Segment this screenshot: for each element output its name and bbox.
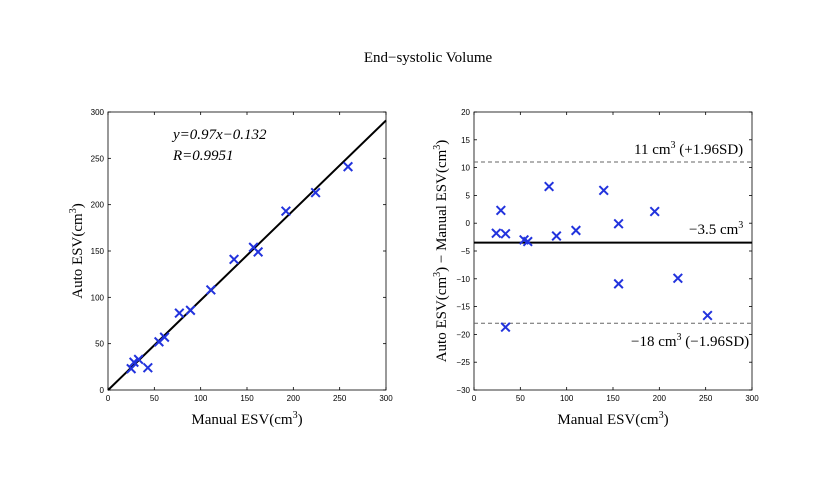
- y-tick-label: 100: [91, 293, 105, 302]
- x-tick-label: 200: [653, 394, 667, 403]
- x-tick-label: 100: [194, 394, 208, 403]
- x-axis-label: Manual ESV(cm3): [191, 410, 302, 428]
- x-tick-label: 250: [699, 394, 713, 403]
- x-tick-label: 150: [606, 394, 620, 403]
- y-tick-label: 15: [461, 136, 470, 145]
- data-point: [495, 205, 506, 216]
- data-point: [500, 228, 511, 239]
- y-axis-label: Auto ESV(cm3): [68, 203, 86, 298]
- correlation-coefficient: R=0.9951: [172, 148, 234, 164]
- data-point: [174, 308, 185, 319]
- y-tick-label: 200: [91, 201, 105, 210]
- data-point: [544, 181, 555, 192]
- data-point: [500, 322, 511, 333]
- data-points: [126, 161, 354, 374]
- y-ticks: −30 −25 −20 −15 −10 −5 0 5 10 15 20: [456, 108, 752, 395]
- y-tick-label: −30: [456, 386, 470, 395]
- data-point: [570, 225, 581, 236]
- y-tick-label: 20: [461, 108, 470, 117]
- data-point: [613, 218, 624, 229]
- y-tick-label: −15: [456, 303, 470, 312]
- y-tick-label: −5: [461, 247, 471, 256]
- regression-equation: y=0.97x−0.132: [171, 127, 267, 143]
- data-point: [672, 273, 683, 284]
- data-point: [522, 236, 533, 247]
- y-tick-label: −10: [456, 275, 470, 284]
- mean-difference-label: −3.5 cm3: [689, 220, 743, 238]
- x-tick-label: 300: [745, 394, 759, 403]
- data-point: [342, 161, 354, 172]
- y-ticks: 0 50 100 150 200 250 300: [91, 108, 386, 395]
- data-point: [598, 185, 609, 196]
- figure-title: End−systolic Volume: [364, 50, 493, 66]
- data-point: [133, 354, 144, 365]
- data-point: [280, 206, 291, 217]
- x-tick-label: 300: [379, 394, 393, 403]
- x-axis-label: Manual ESV(cm3): [557, 410, 668, 428]
- data-point: [702, 310, 713, 321]
- y-tick-label: −25: [456, 358, 470, 367]
- x-tick-label: 0: [472, 394, 477, 403]
- x-tick-label: 50: [150, 394, 159, 403]
- data-point: [310, 187, 321, 198]
- y-tick-label: 250: [91, 154, 105, 163]
- data-point: [229, 254, 240, 265]
- y-tick-label: 0: [466, 219, 471, 228]
- x-ticks: 0 50 100 150 200 250 300: [106, 112, 393, 403]
- x-ticks: 0 50 100 150 200 250 300: [472, 112, 759, 403]
- data-point: [551, 230, 562, 242]
- x-tick-label: 0: [106, 394, 111, 403]
- data-point: [205, 284, 216, 295]
- upper-limit-label: 11 cm3 (+1.96SD): [634, 140, 743, 158]
- y-tick-label: 5: [466, 191, 471, 200]
- y-tick-label: 50: [95, 340, 104, 349]
- x-tick-label: 100: [560, 394, 574, 403]
- x-tick-label: 150: [240, 394, 254, 403]
- y-tick-label: 10: [461, 164, 470, 173]
- data-point: [142, 362, 153, 373]
- x-tick-label: 250: [333, 394, 347, 403]
- data-point: [649, 206, 660, 217]
- x-tick-label: 200: [287, 394, 301, 403]
- data-point: [128, 357, 139, 368]
- data-point: [491, 228, 502, 239]
- regression-line: [107, 119, 387, 391]
- y-tick-label: −20: [456, 330, 470, 339]
- y-tick-label: 0: [100, 386, 105, 395]
- data-point: [126, 363, 137, 374]
- x-tick-label: 50: [516, 394, 525, 403]
- lower-limit-label: −18 cm3 (−1.96SD): [631, 332, 749, 350]
- bland-altman-plot: 0 50 100 150 200 250 300 −30 −25 −20 −15 −10 −5 0 5 10…: [432, 108, 759, 428]
- data-point: [185, 305, 196, 316]
- data-point: [253, 246, 264, 257]
- y-tick-label: 150: [91, 247, 105, 256]
- y-tick-label: 300: [91, 108, 105, 117]
- y-axis-label: Auto ESV(cm3) − Manual ESV(cm3): [432, 140, 450, 363]
- data-point: [159, 332, 170, 343]
- correlation-plot: 0 50 100 150 200 250 300 0 50 100 150 200 250 300 y=…: [68, 108, 393, 428]
- data-points: [491, 181, 713, 333]
- data-point: [613, 278, 624, 289]
